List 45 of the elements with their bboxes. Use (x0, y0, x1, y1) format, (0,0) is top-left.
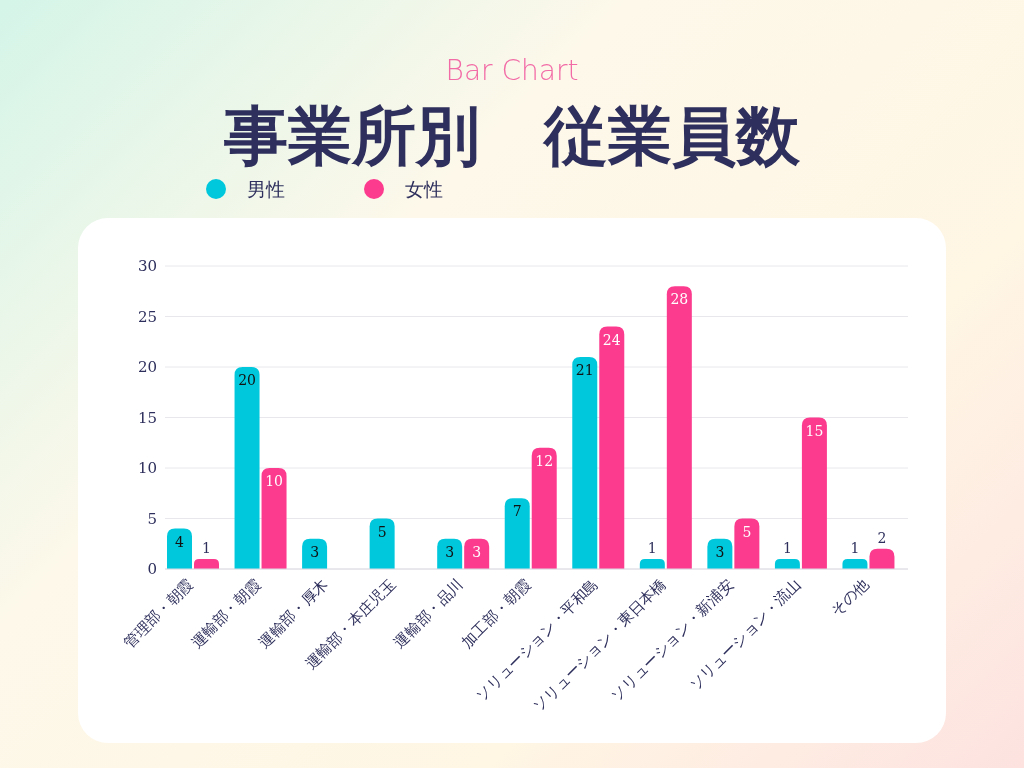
legend-label: 女性 (405, 178, 443, 200)
data-label: 3 (310, 543, 320, 560)
data-label: 5 (377, 523, 387, 540)
y-tick-label: 10 (137, 459, 157, 477)
bar (869, 548, 895, 569)
data-label: 1 (782, 539, 792, 556)
y-tick-label: 15 (137, 408, 157, 427)
data-label: 2 (877, 529, 887, 546)
bar (167, 528, 192, 569)
y-tick-label: 30 (137, 257, 157, 275)
data-label: 20 (238, 372, 256, 388)
data-label: 1 (647, 539, 657, 556)
data-label: 1 (202, 539, 211, 556)
data-label: 28 (670, 291, 689, 308)
x-tick-label: その他 (827, 575, 873, 620)
data-label: 12 (535, 452, 554, 469)
data-label: 10 (265, 473, 283, 489)
bar (531, 447, 557, 569)
y-tick-label: 5 (147, 509, 157, 528)
y-tick-label: 20 (137, 358, 157, 376)
y-tick-label: 0 (147, 560, 157, 578)
bar (194, 558, 219, 569)
bar (734, 518, 760, 569)
data-label: 4 (175, 533, 185, 550)
data-label: 3 (715, 543, 725, 560)
bar (801, 417, 827, 569)
data-label: 5 (742, 523, 752, 540)
bar (504, 498, 530, 569)
bar (261, 468, 287, 569)
chart-subtitle: Bar Chart (445, 54, 579, 87)
legend-label: 男性 (247, 178, 285, 200)
bar (572, 356, 598, 569)
bar (599, 326, 625, 569)
y-tick-label: 25 (137, 307, 157, 326)
bar (666, 286, 692, 569)
data-label: 7 (512, 503, 522, 520)
bar (369, 518, 395, 569)
data-label: 24 (602, 331, 621, 348)
data-label: 1 (850, 539, 860, 556)
data-label: 3 (472, 543, 482, 560)
data-label: 3 (445, 543, 455, 560)
bar (234, 367, 260, 569)
chart-title: 事業所別 従業員数 (223, 99, 801, 173)
data-label: 15 (805, 422, 824, 439)
data-label: 21 (575, 361, 594, 378)
